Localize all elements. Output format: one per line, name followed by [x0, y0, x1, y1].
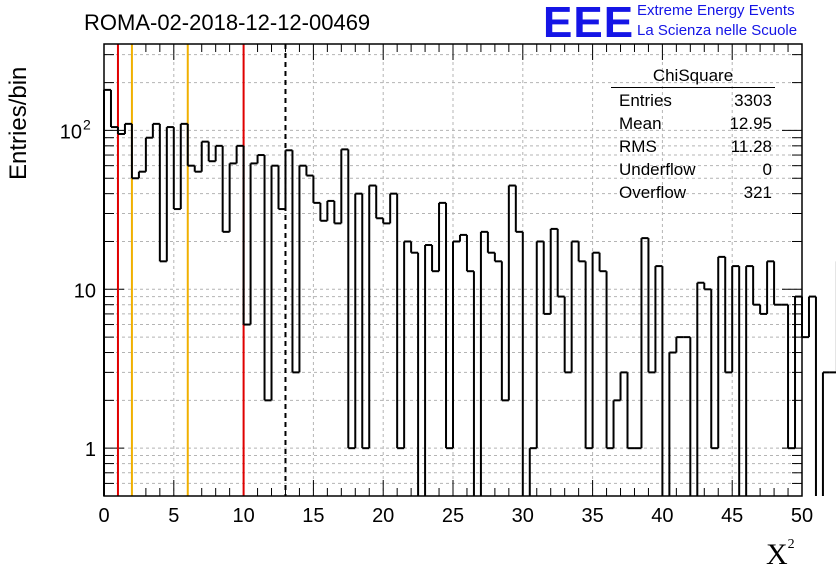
y-tick-label: 10	[60, 121, 82, 143]
stats-row-entries: Entries 3303	[611, 89, 775, 112]
x-tick-label: 30	[512, 505, 534, 527]
stats-row-rms: RMS 11.28	[611, 135, 775, 158]
stats-value: 3303	[734, 91, 772, 110]
stats-label: Entries	[619, 91, 672, 110]
stats-box: ChiSquare Entries 3303 Mean 12.95 RMS 11…	[611, 66, 775, 204]
x-tick-label: 40	[651, 505, 673, 527]
stats-value: 0	[762, 160, 772, 179]
x-tick-label: 25	[442, 505, 464, 527]
y-tick-exponent: 2	[83, 116, 91, 132]
x-tick-label: 20	[372, 505, 394, 527]
eee-project-subtitle: La Scienza nelle Scuole	[637, 22, 798, 39]
x-axis-label-symbol: X	[766, 538, 788, 571]
stats-label: Underflow	[619, 160, 696, 179]
stats-title: ChiSquare	[611, 66, 775, 88]
x-axis-label-exponent: 2	[787, 537, 795, 552]
stats-label: Mean	[619, 114, 662, 133]
x-tick-label: 10	[232, 505, 254, 527]
x-tick-label: 5	[168, 505, 179, 527]
stats-row-mean: Mean 12.95	[611, 112, 775, 135]
stats-value: 321	[743, 183, 772, 202]
y-tick-label: 10	[74, 280, 96, 302]
stats-value: 11.28	[730, 137, 772, 156]
eee-project-name: Extreme Energy Events	[637, 2, 795, 19]
x-axis-label: X2	[766, 537, 795, 572]
x-tick-label: 50	[791, 505, 813, 527]
x-tick-label: 45	[721, 505, 743, 527]
x-tick-label: 15	[302, 505, 324, 527]
stats-row-overflow: Overflow 321	[611, 181, 775, 204]
stats-label: Overflow	[619, 183, 687, 202]
x-tick-label: 0	[98, 505, 109, 527]
marker-lines	[116, 44, 287, 496]
stats-label: RMS	[619, 137, 657, 156]
y-tick-label: 1	[85, 439, 96, 461]
eee-logo: EEE	[543, 0, 635, 47]
plot-frame	[103, 43, 803, 497]
run-title: ROMA-02-2018-12-12-00469	[84, 10, 371, 35]
x-tick-label: 35	[581, 505, 603, 527]
stats-row-underflow: Underflow 0	[611, 158, 775, 181]
histogram-bins	[103, 88, 836, 496]
stats-value: 12.95	[729, 114, 772, 133]
